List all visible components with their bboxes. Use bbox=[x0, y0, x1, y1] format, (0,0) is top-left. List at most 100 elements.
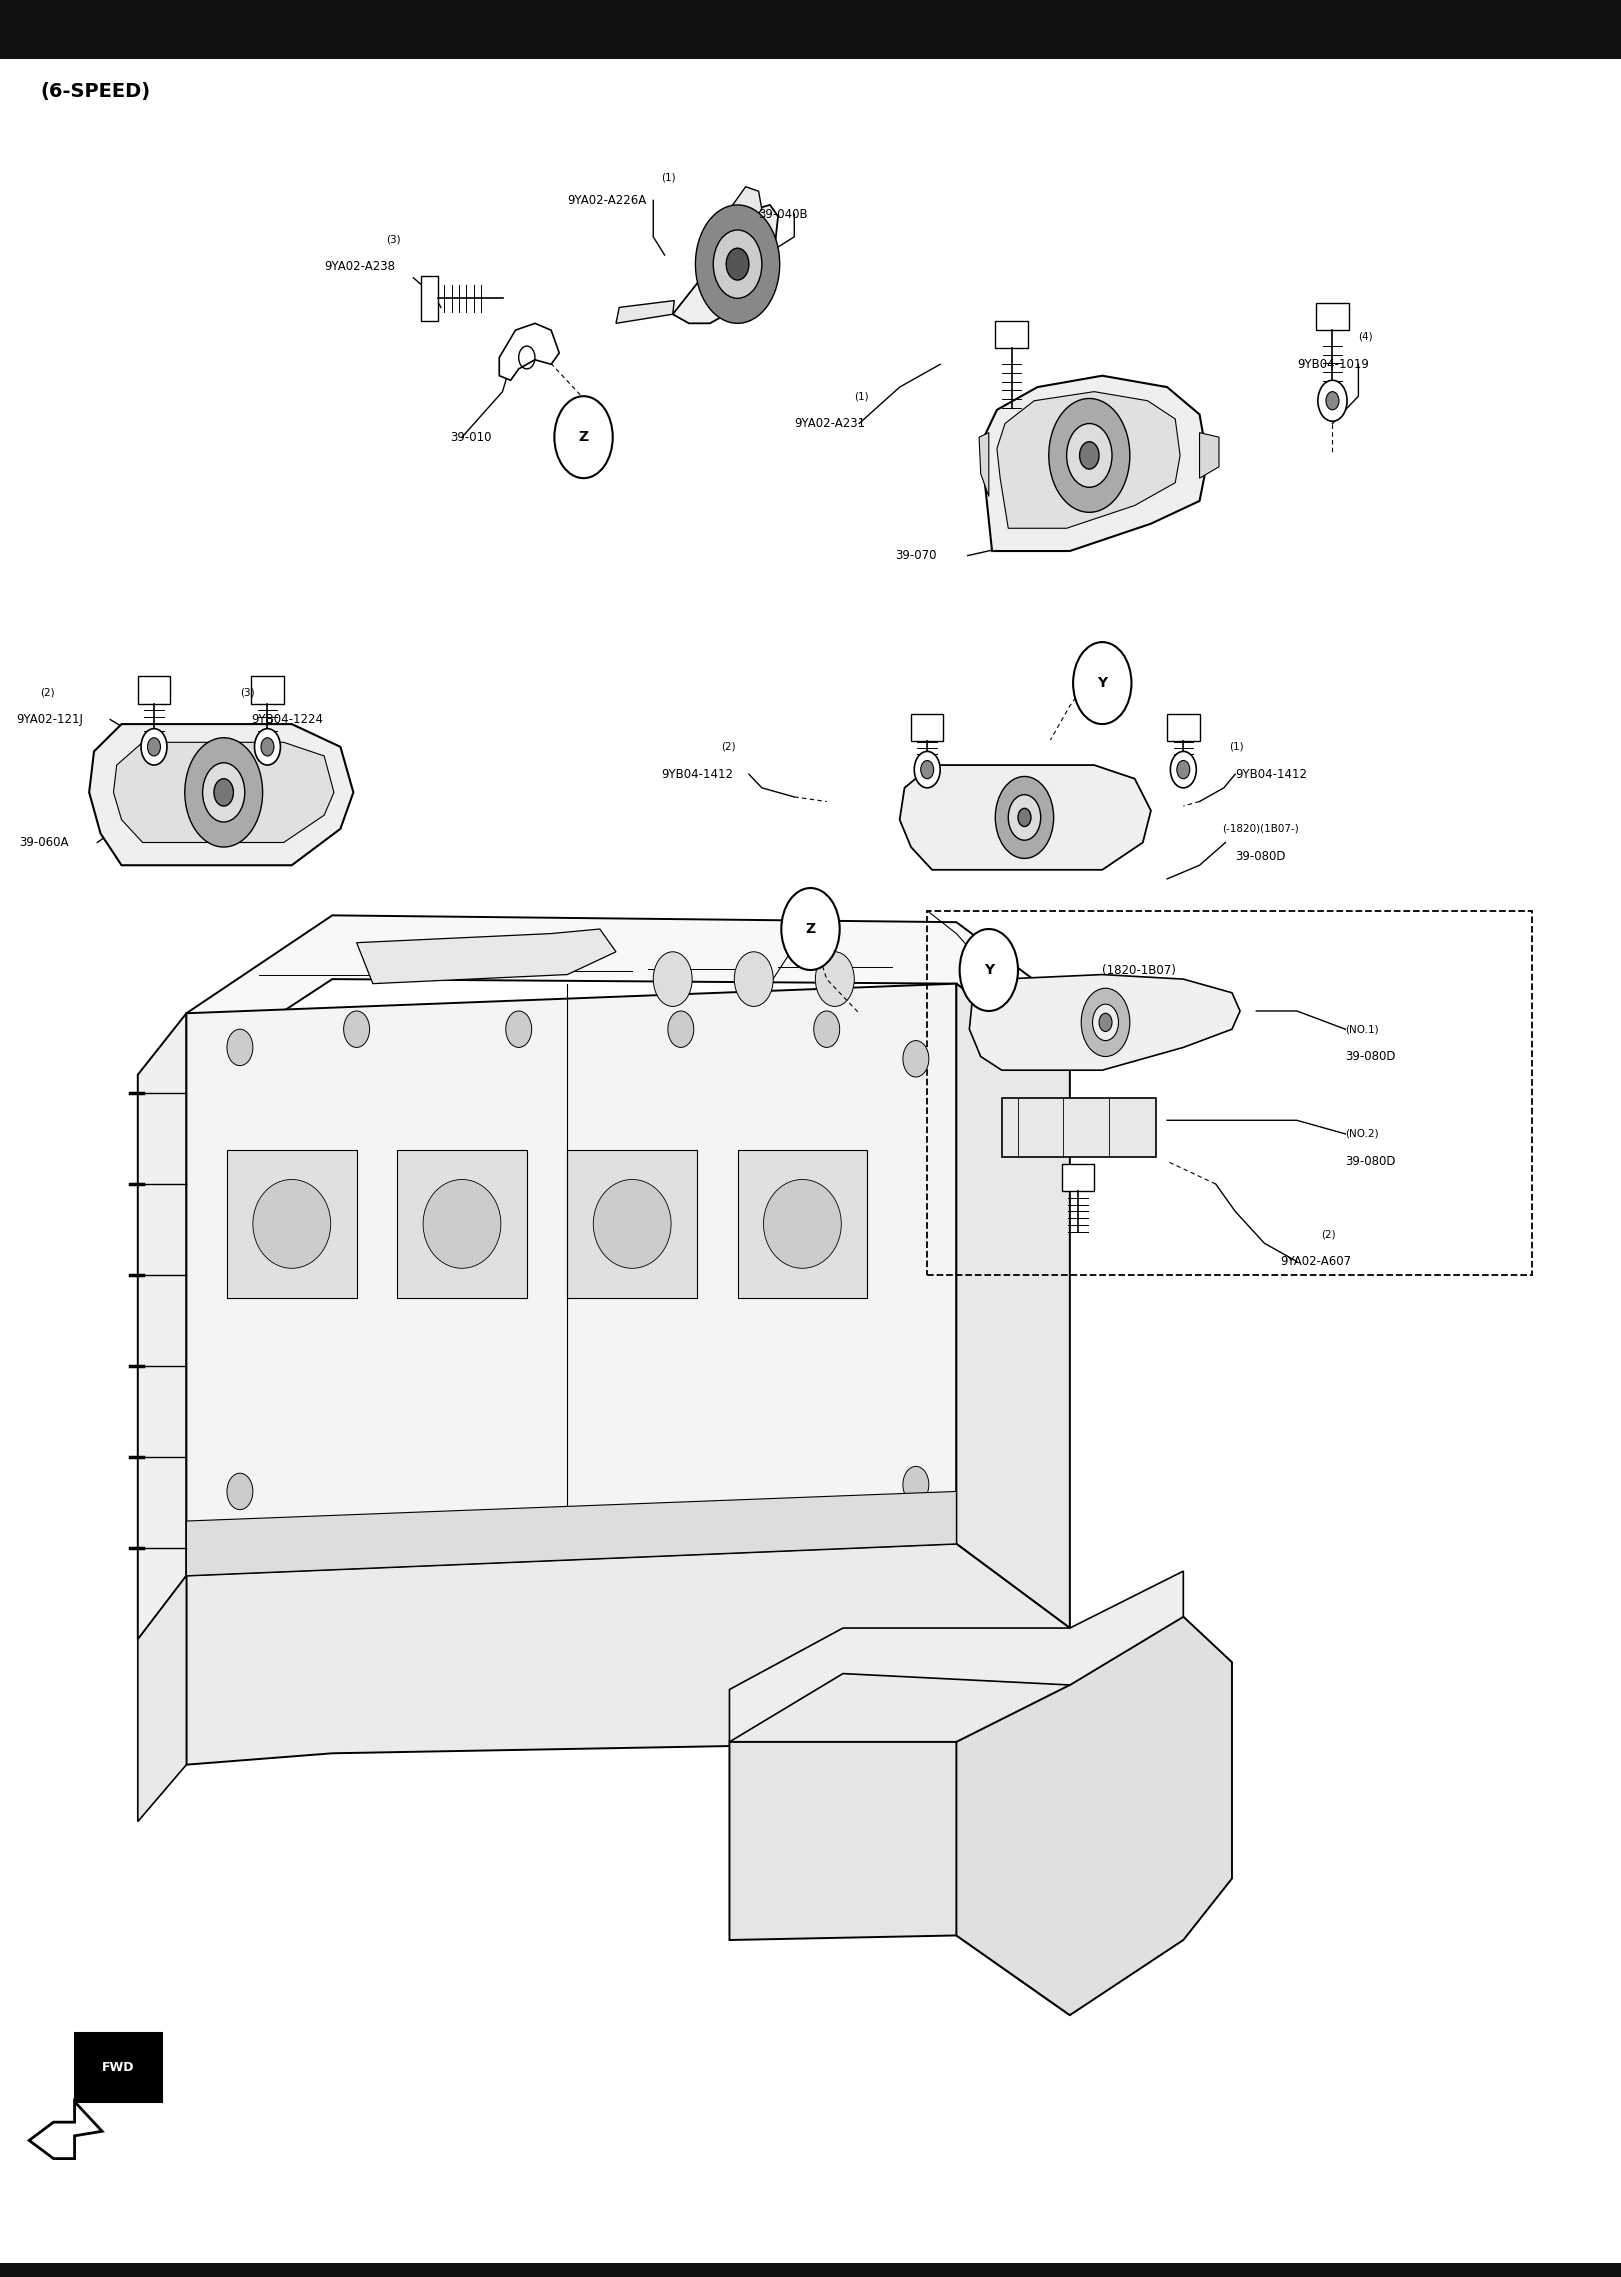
Circle shape bbox=[1170, 751, 1196, 788]
Text: 9YB04-1412: 9YB04-1412 bbox=[661, 767, 733, 781]
Polygon shape bbox=[900, 765, 1151, 870]
Circle shape bbox=[814, 1011, 840, 1047]
Circle shape bbox=[1099, 1013, 1112, 1031]
Text: 39-080D: 39-080D bbox=[1345, 1050, 1396, 1063]
Polygon shape bbox=[75, 2033, 162, 2102]
Polygon shape bbox=[499, 323, 559, 380]
Bar bbox=[738, 1150, 867, 1298]
Polygon shape bbox=[997, 392, 1180, 528]
Circle shape bbox=[203, 763, 245, 822]
Circle shape bbox=[1080, 442, 1099, 469]
Text: (2): (2) bbox=[41, 688, 55, 697]
Circle shape bbox=[148, 738, 160, 756]
Circle shape bbox=[1318, 380, 1347, 421]
Circle shape bbox=[344, 1011, 370, 1047]
Polygon shape bbox=[113, 742, 334, 842]
Polygon shape bbox=[186, 984, 956, 1576]
Circle shape bbox=[1073, 642, 1131, 724]
Bar bbox=[0, 2263, 1621, 2277]
Ellipse shape bbox=[423, 1179, 501, 1268]
Circle shape bbox=[903, 1041, 929, 1077]
Text: 9YA02-A607: 9YA02-A607 bbox=[1281, 1255, 1352, 1268]
Text: (4): (4) bbox=[1358, 332, 1373, 342]
Text: 9YB04-1224: 9YB04-1224 bbox=[251, 713, 323, 726]
Text: (1): (1) bbox=[1229, 742, 1243, 751]
Circle shape bbox=[554, 396, 613, 478]
Polygon shape bbox=[1167, 715, 1200, 742]
Polygon shape bbox=[729, 1742, 1070, 2015]
Bar bbox=[0, 0, 1621, 59]
Text: (1): (1) bbox=[661, 173, 676, 182]
Text: Z: Z bbox=[579, 430, 588, 444]
Text: 39-080D: 39-080D bbox=[1345, 1154, 1396, 1168]
Text: (2): (2) bbox=[1321, 1230, 1336, 1239]
Text: 39-010: 39-010 bbox=[451, 430, 493, 444]
Text: Y: Y bbox=[1097, 676, 1107, 690]
Circle shape bbox=[227, 1029, 253, 1066]
Bar bbox=[397, 1150, 527, 1298]
Text: Y: Y bbox=[984, 963, 994, 977]
Circle shape bbox=[726, 248, 749, 280]
Circle shape bbox=[227, 1473, 253, 1510]
Polygon shape bbox=[981, 376, 1208, 551]
Text: 39-040B: 39-040B bbox=[759, 207, 809, 221]
Polygon shape bbox=[1316, 303, 1349, 330]
Circle shape bbox=[921, 761, 934, 779]
Circle shape bbox=[960, 929, 1018, 1011]
Circle shape bbox=[781, 888, 840, 970]
Polygon shape bbox=[186, 1544, 1070, 1822]
Polygon shape bbox=[186, 1491, 956, 1576]
Text: (NO.2): (NO.2) bbox=[1345, 1129, 1379, 1138]
Polygon shape bbox=[995, 321, 1028, 348]
Bar bbox=[567, 1150, 697, 1298]
Bar bbox=[227, 1150, 357, 1298]
Circle shape bbox=[1081, 988, 1130, 1057]
Polygon shape bbox=[138, 1576, 186, 1822]
Circle shape bbox=[668, 1011, 694, 1047]
Ellipse shape bbox=[593, 1179, 671, 1268]
Text: Z: Z bbox=[806, 922, 815, 936]
Circle shape bbox=[185, 738, 263, 847]
Text: 9YA02-A231: 9YA02-A231 bbox=[794, 417, 866, 430]
Polygon shape bbox=[729, 1571, 1183, 1742]
Polygon shape bbox=[89, 724, 353, 865]
Polygon shape bbox=[1200, 433, 1219, 478]
Circle shape bbox=[1093, 1004, 1118, 1041]
Circle shape bbox=[1177, 761, 1190, 779]
Text: (6-SPEED): (6-SPEED) bbox=[41, 82, 151, 100]
Text: (3): (3) bbox=[240, 688, 254, 697]
Polygon shape bbox=[969, 975, 1240, 1070]
Circle shape bbox=[261, 738, 274, 756]
Polygon shape bbox=[138, 1013, 186, 1639]
Circle shape bbox=[141, 729, 167, 765]
Text: (-1820)(1B07-): (-1820)(1B07-) bbox=[1222, 824, 1298, 833]
Bar bbox=[1002, 1098, 1156, 1157]
Polygon shape bbox=[979, 433, 989, 496]
Text: (2): (2) bbox=[721, 742, 736, 751]
Circle shape bbox=[713, 230, 762, 298]
Ellipse shape bbox=[253, 1179, 331, 1268]
Circle shape bbox=[914, 751, 940, 788]
Circle shape bbox=[254, 729, 280, 765]
Text: 39-060A: 39-060A bbox=[19, 836, 70, 849]
Circle shape bbox=[734, 952, 773, 1006]
Text: 9YA02-A238: 9YA02-A238 bbox=[324, 260, 396, 273]
Circle shape bbox=[1067, 424, 1112, 487]
Ellipse shape bbox=[763, 1179, 841, 1268]
Polygon shape bbox=[911, 715, 943, 742]
Text: 39-070: 39-070 bbox=[895, 549, 937, 562]
Polygon shape bbox=[956, 1617, 1232, 2015]
Circle shape bbox=[995, 776, 1054, 858]
Text: FWD: FWD bbox=[102, 2061, 135, 2074]
Bar bbox=[927, 911, 1532, 1275]
Circle shape bbox=[1008, 795, 1041, 840]
Text: 9YB04-1019: 9YB04-1019 bbox=[1297, 357, 1368, 371]
Circle shape bbox=[506, 1011, 532, 1047]
Circle shape bbox=[653, 952, 692, 1006]
Polygon shape bbox=[29, 2102, 102, 2159]
Text: (1820-1B07): (1820-1B07) bbox=[1102, 963, 1177, 977]
Circle shape bbox=[903, 1466, 929, 1503]
Polygon shape bbox=[726, 187, 762, 228]
Polygon shape bbox=[1062, 1164, 1094, 1191]
Circle shape bbox=[695, 205, 780, 323]
